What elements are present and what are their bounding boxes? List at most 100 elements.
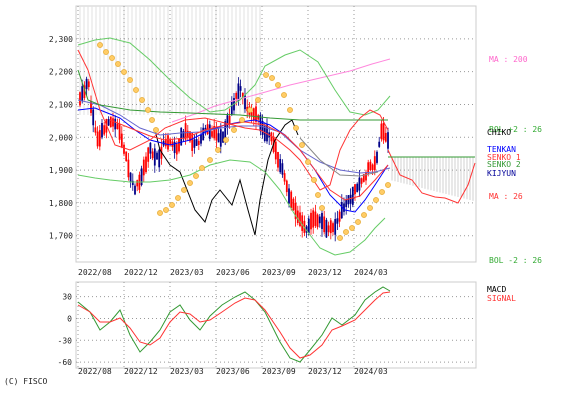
candle-body — [131, 180, 134, 186]
macd-x-tick-label: 2022/08 — [78, 367, 112, 376]
macd-series-line-1 — [77, 291, 391, 359]
candle-body — [241, 92, 244, 99]
price-legend-label: KIJYUN — [487, 169, 516, 178]
candle-body — [255, 106, 257, 122]
macd-x-tick-label: 2023/09 — [262, 367, 296, 376]
price-series-line-6 — [77, 69, 388, 121]
macd-legend-label: SIGNAL — [487, 294, 516, 303]
candle-body — [191, 133, 194, 152]
candle-body — [259, 115, 262, 132]
candle-body — [120, 133, 123, 148]
candle-body — [334, 219, 337, 235]
candle-body — [149, 142, 152, 154]
psar-dot — [293, 125, 299, 131]
price-x-tick-label: 2023/12 — [308, 268, 342, 277]
candle-body — [92, 109, 95, 126]
candle-body — [323, 216, 326, 233]
psar-dot — [385, 182, 391, 188]
psar-dot — [337, 235, 343, 241]
macd-x-tick-label: 2024/03 — [354, 367, 388, 376]
candle-body — [367, 162, 370, 174]
psar-dot — [379, 189, 385, 195]
candle-body — [186, 130, 189, 138]
candle-body — [358, 177, 361, 191]
price-x-tick-label: 2024/03 — [354, 268, 388, 277]
candle-body — [226, 115, 229, 128]
psar-dot — [269, 75, 275, 81]
psar-dot — [247, 107, 253, 113]
price-legend-label: BOL +2 : 26 — [489, 125, 542, 134]
price-x-tick-label: 2023/09 — [262, 268, 296, 277]
psar-dot — [361, 212, 367, 218]
candle-body — [94, 127, 97, 133]
candle-body — [325, 219, 328, 238]
psar-dot — [319, 205, 325, 211]
candle-body — [151, 151, 154, 159]
psar-dot — [367, 205, 373, 211]
psar-dot — [149, 117, 155, 123]
candle-body — [145, 156, 147, 173]
candle-body — [288, 188, 290, 204]
psar-dot — [187, 180, 193, 186]
candle-body — [81, 86, 84, 101]
psar-dot — [145, 107, 151, 113]
psar-dot — [239, 117, 245, 123]
candle-body — [283, 173, 286, 182]
candle-body — [252, 108, 255, 121]
price-y-tick-label: 1,700 — [49, 232, 73, 241]
psar-dot — [115, 61, 121, 67]
psar-dot — [223, 137, 229, 143]
psar-dot — [199, 165, 205, 171]
candle-body — [217, 133, 220, 143]
candle-body — [343, 203, 345, 212]
candle-body — [158, 149, 161, 168]
candle-body — [87, 81, 90, 88]
candle-body — [109, 116, 112, 128]
macd-panel-frame — [75, 281, 477, 369]
price-legend-label: SENKO 2 — [487, 160, 521, 169]
price-y-tick-label: 2,100 — [49, 100, 73, 109]
candle-body — [195, 139, 198, 146]
candle-body — [257, 115, 260, 120]
candle-body — [378, 141, 381, 147]
candle-body — [336, 218, 339, 224]
price-x-tick-label: 2023/03 — [170, 268, 204, 277]
candle-body — [180, 127, 183, 146]
psar-dot — [275, 82, 281, 88]
candle-body — [85, 78, 88, 90]
price-series-line-10 — [77, 159, 386, 256]
candle-body — [136, 180, 139, 187]
candle-body — [307, 218, 310, 234]
candle-body — [230, 101, 233, 116]
candle-body — [338, 211, 341, 222]
candle-body — [250, 112, 253, 117]
candle-body — [318, 216, 321, 224]
candle-body — [371, 164, 374, 170]
candle-body — [103, 125, 106, 135]
candle-body — [184, 123, 187, 140]
psar-dot — [139, 97, 145, 103]
macd-x-tick-label: 2023/12 — [308, 367, 342, 376]
candle-body — [211, 131, 213, 137]
psar-dot — [343, 229, 349, 235]
candle-body — [213, 126, 216, 139]
candle-body — [239, 86, 242, 91]
candle-body — [321, 212, 323, 229]
psar-dot — [287, 107, 293, 113]
macd-y-tick-label: -60 — [58, 358, 73, 367]
candle-body — [235, 92, 238, 99]
candle-body — [279, 158, 282, 173]
copyright-text: (C) FISCO — [4, 377, 48, 386]
candle-body — [228, 115, 231, 124]
candle-body — [127, 159, 130, 178]
psar-dot — [263, 72, 269, 78]
macd-series-line-0 — [77, 286, 391, 363]
candle-body — [112, 118, 114, 127]
price-series-line-11 — [299, 137, 379, 177]
candle-body — [290, 191, 293, 208]
psar-dot — [281, 92, 287, 98]
psar-dot — [299, 142, 305, 148]
price-legend-label: BOL -2 : 26 — [489, 256, 542, 265]
candle-body — [107, 119, 110, 126]
price-series-line-1 — [77, 37, 391, 116]
